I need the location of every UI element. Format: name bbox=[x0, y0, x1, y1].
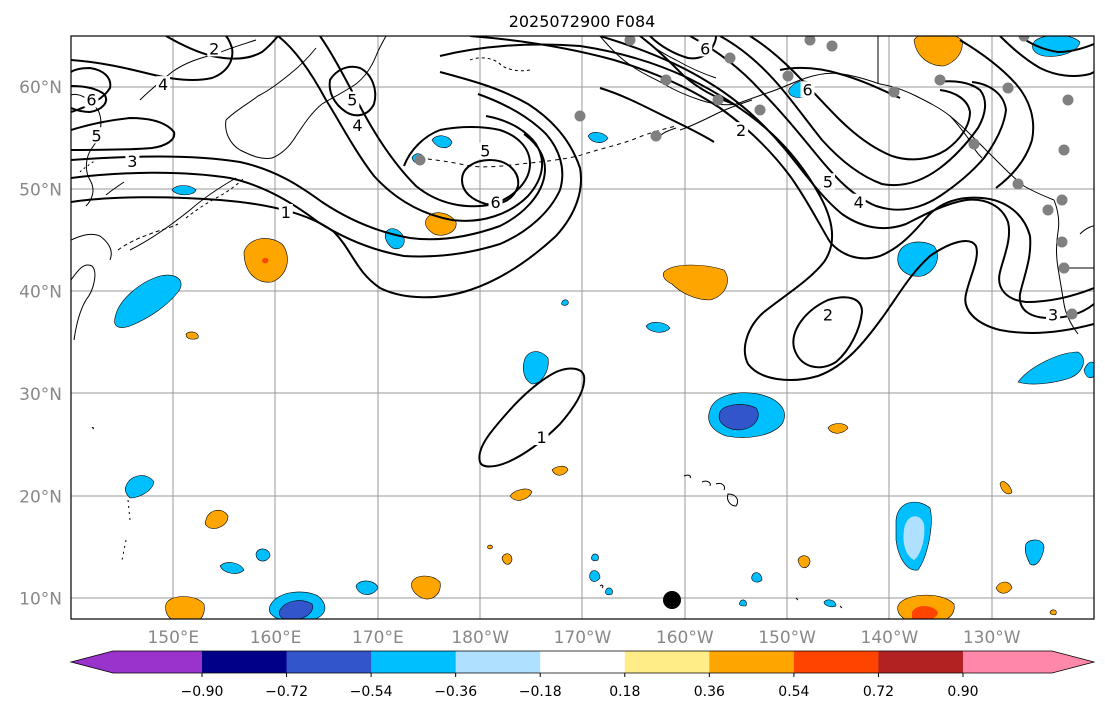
contour-label-bg bbox=[278, 203, 293, 220]
colorbar-tick-label: 0.72 bbox=[863, 684, 894, 700]
lon-tick-label: 160°E bbox=[250, 628, 302, 648]
colorbar-segment bbox=[455, 651, 541, 673]
contour-label: 6 bbox=[700, 39, 710, 58]
shaded-anomalies bbox=[114, 36, 1094, 619]
contour-labels: 1 2 3 4 5 6 5 4 5 6 2 5 4 2 1 3 6 6 bbox=[84, 39, 1061, 447]
station-markers bbox=[414, 36, 1078, 320]
lat-tick-label: 50°N bbox=[19, 180, 62, 200]
contour-label-bg bbox=[534, 429, 549, 446]
colorbar-tick-label: 0.18 bbox=[609, 684, 640, 700]
colorbar-segment bbox=[540, 651, 626, 673]
contour-label-bg bbox=[698, 40, 713, 57]
contour-label: 4 bbox=[158, 75, 168, 94]
contour-label: 1 bbox=[536, 428, 546, 447]
contour-label-bg bbox=[156, 76, 171, 93]
contour-label: 3 bbox=[127, 152, 137, 171]
contour-label: 5 bbox=[480, 142, 490, 161]
contour-label: 6 bbox=[802, 80, 812, 99]
lon-tick-label: 150°E bbox=[147, 628, 199, 648]
colorbar-tick-label: −0.72 bbox=[265, 684, 308, 700]
lat-tick-label: 20°N bbox=[19, 487, 62, 507]
contour-label: 6 bbox=[490, 193, 500, 212]
contour-label-bg bbox=[89, 127, 104, 144]
contour-label-bg bbox=[488, 193, 503, 210]
colorbar-segment bbox=[371, 651, 457, 673]
contour-label-bg bbox=[84, 91, 99, 108]
colorbar-segment bbox=[286, 651, 372, 673]
contour-label: 5 bbox=[347, 90, 357, 109]
lon-tick-label: 140°W bbox=[861, 628, 919, 648]
colorbar: −0.90 −0.72 −0.54 −0.36 −0.18 0.18 0.36 0.54 0.7… bbox=[69, 650, 1096, 700]
latitude-tick-labels: 10°N 20°N 30°N 40°N 50°N 60°N bbox=[19, 78, 62, 609]
colorbar-tick-label: 0.54 bbox=[778, 684, 809, 700]
lon-tick-label: 130°W bbox=[963, 628, 1021, 648]
lon-tick-label: 160°W bbox=[656, 628, 714, 648]
colorbar-segment bbox=[624, 651, 710, 673]
contour-label-bg bbox=[478, 142, 493, 159]
contour-label: 6 bbox=[86, 90, 96, 109]
colorbar-tick-label: −0.18 bbox=[519, 684, 562, 700]
lon-tick-label: 150°W bbox=[758, 628, 816, 648]
colorbar-segment bbox=[202, 651, 288, 673]
lat-tick-label: 10°N bbox=[19, 590, 62, 610]
contour-label: 5 bbox=[823, 172, 833, 191]
contour-label: 1 bbox=[281, 203, 291, 222]
lon-tick-label: 180°W bbox=[451, 628, 509, 648]
colorbar-tick-label: −0.90 bbox=[181, 684, 224, 700]
contour-label: 2 bbox=[736, 121, 746, 140]
contour-label: 5 bbox=[91, 126, 101, 145]
map-title: 2025072900 F084 bbox=[509, 12, 656, 31]
contour-label-bg bbox=[851, 193, 866, 210]
lat-tick-label: 60°N bbox=[19, 78, 62, 98]
colorbar-segment bbox=[709, 651, 795, 673]
contour-label: 3 bbox=[1048, 305, 1058, 324]
contour-label-bg bbox=[734, 122, 749, 139]
map-layers: 1 2 3 4 5 6 5 4 5 6 2 5 4 2 1 3 6 6 bbox=[71, 36, 1094, 619]
contour-label-bg bbox=[345, 91, 360, 108]
lon-tick-label: 170°E bbox=[352, 628, 404, 648]
colorbar-segment bbox=[71, 651, 202, 673]
longitude-tick-labels: 150°E 160°E 170°E 180°W 170°W 160°W 150°W 140°W… bbox=[147, 628, 1020, 648]
contour-label-bg bbox=[821, 306, 836, 323]
colorbar-segment bbox=[963, 651, 1094, 673]
lat-tick-label: 30°N bbox=[19, 385, 62, 405]
lat-tick-label: 40°N bbox=[19, 283, 62, 303]
contour-label-bg bbox=[800, 81, 815, 98]
contour-label-bg bbox=[125, 152, 140, 169]
colorbar-tick-label: −0.36 bbox=[434, 684, 477, 700]
colorbar-tick-label: 0.36 bbox=[694, 684, 725, 700]
contour-label-bg bbox=[1046, 306, 1061, 323]
contour-label: 2 bbox=[823, 305, 833, 324]
colorbar-tick-label: 0.90 bbox=[947, 684, 978, 700]
contour-label: 4 bbox=[854, 193, 864, 212]
colorbar-segment bbox=[878, 651, 964, 673]
height-contours bbox=[71, 36, 1094, 468]
contour-label-bg bbox=[207, 40, 222, 57]
contour-label-bg bbox=[821, 173, 836, 190]
center-marker bbox=[663, 591, 681, 609]
contour-label: 2 bbox=[209, 39, 219, 58]
colorbar-tick-label: −0.54 bbox=[350, 684, 393, 700]
colorbar-segment bbox=[793, 651, 879, 673]
contour-label: 4 bbox=[352, 116, 362, 135]
map-frame bbox=[70, 35, 1095, 620]
contour-label-bg bbox=[350, 117, 365, 134]
lon-tick-label: 170°W bbox=[554, 628, 612, 648]
colorbar-outline bbox=[69, 650, 1096, 674]
